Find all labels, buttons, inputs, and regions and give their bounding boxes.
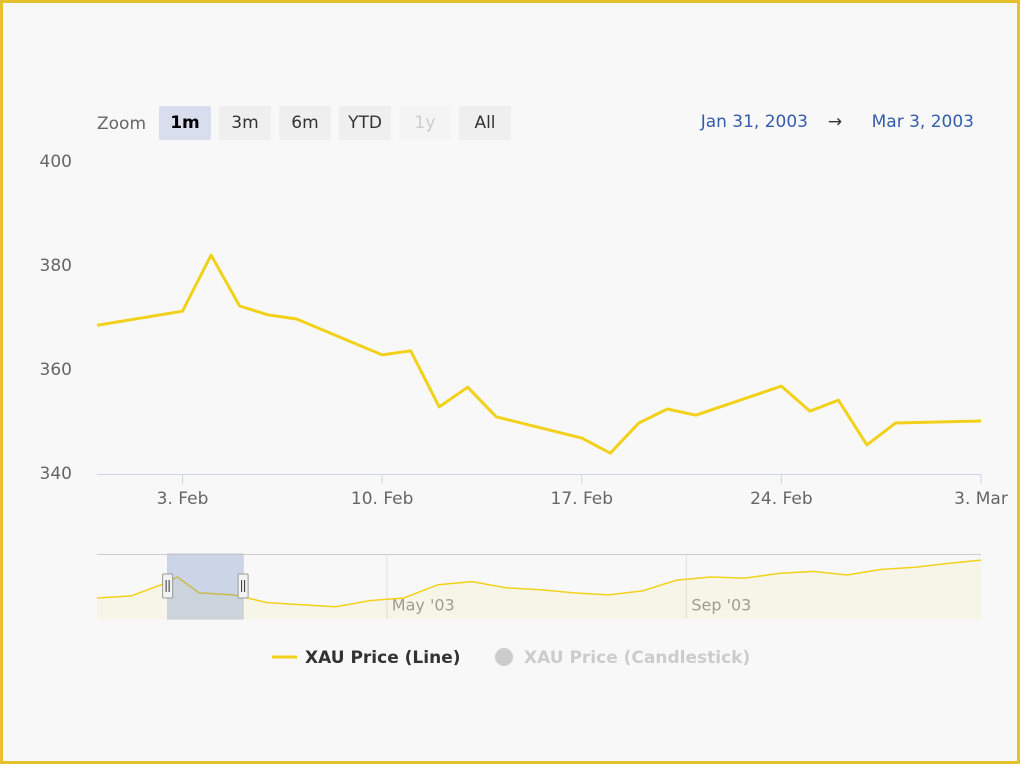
x-tick-label: 24. Feb (750, 489, 813, 509)
range-to: Mar 3, 2003 (872, 112, 974, 132)
navigator-tick-label: Sep '03 (691, 596, 751, 615)
zoom-button-label[interactable]: 6m (291, 113, 318, 133)
y-tick-label: 400 (40, 152, 72, 172)
y-tick-label: 340 (40, 464, 72, 484)
zoom-button[interactable] (159, 106, 211, 140)
zoom-button-label[interactable]: 3m (231, 113, 258, 133)
x-tick-label: 10. Feb (351, 489, 414, 509)
legend-label[interactable]: XAU Price (Line) (305, 648, 461, 668)
zoom-button[interactable] (219, 106, 271, 140)
range-from: Jan 31, 2003 (700, 112, 808, 132)
zoom-label: Zoom (97, 114, 146, 134)
zoom-button (399, 106, 451, 140)
zoom-button[interactable] (279, 106, 331, 140)
zoom-button-label[interactable]: All (474, 113, 495, 133)
x-tick-label: 17. Feb (551, 489, 614, 509)
range-separator: → (828, 112, 842, 132)
legend-symbol[interactable] (495, 648, 513, 666)
zoom-button[interactable] (459, 106, 511, 140)
zoom-button-label[interactable]: 1m (170, 113, 200, 133)
navigator-area (97, 560, 981, 619)
zoom-button-label: 1y (415, 113, 436, 133)
y-tick-label: 380 (40, 256, 72, 276)
price-line (96, 253, 982, 455)
navigator-handle-grip (165, 580, 170, 592)
navigator-line (96, 559, 982, 608)
navigator-handle[interactable] (162, 573, 174, 599)
navigator-handle[interactable] (237, 573, 249, 599)
legend-label[interactable]: XAU Price (Candlestick) (524, 648, 750, 668)
y-tick-label: 360 (40, 360, 72, 380)
x-tick-label: 3. Feb (157, 489, 209, 509)
navigator-handle-grip (241, 580, 246, 592)
navigator-tick-label: May '03 (392, 596, 455, 615)
navigator-window[interactable] (167, 553, 244, 620)
zoom-button-label[interactable]: YTD (347, 113, 382, 133)
zoom-button[interactable] (339, 106, 391, 140)
x-tick-label: 3. Mar (954, 489, 1008, 509)
